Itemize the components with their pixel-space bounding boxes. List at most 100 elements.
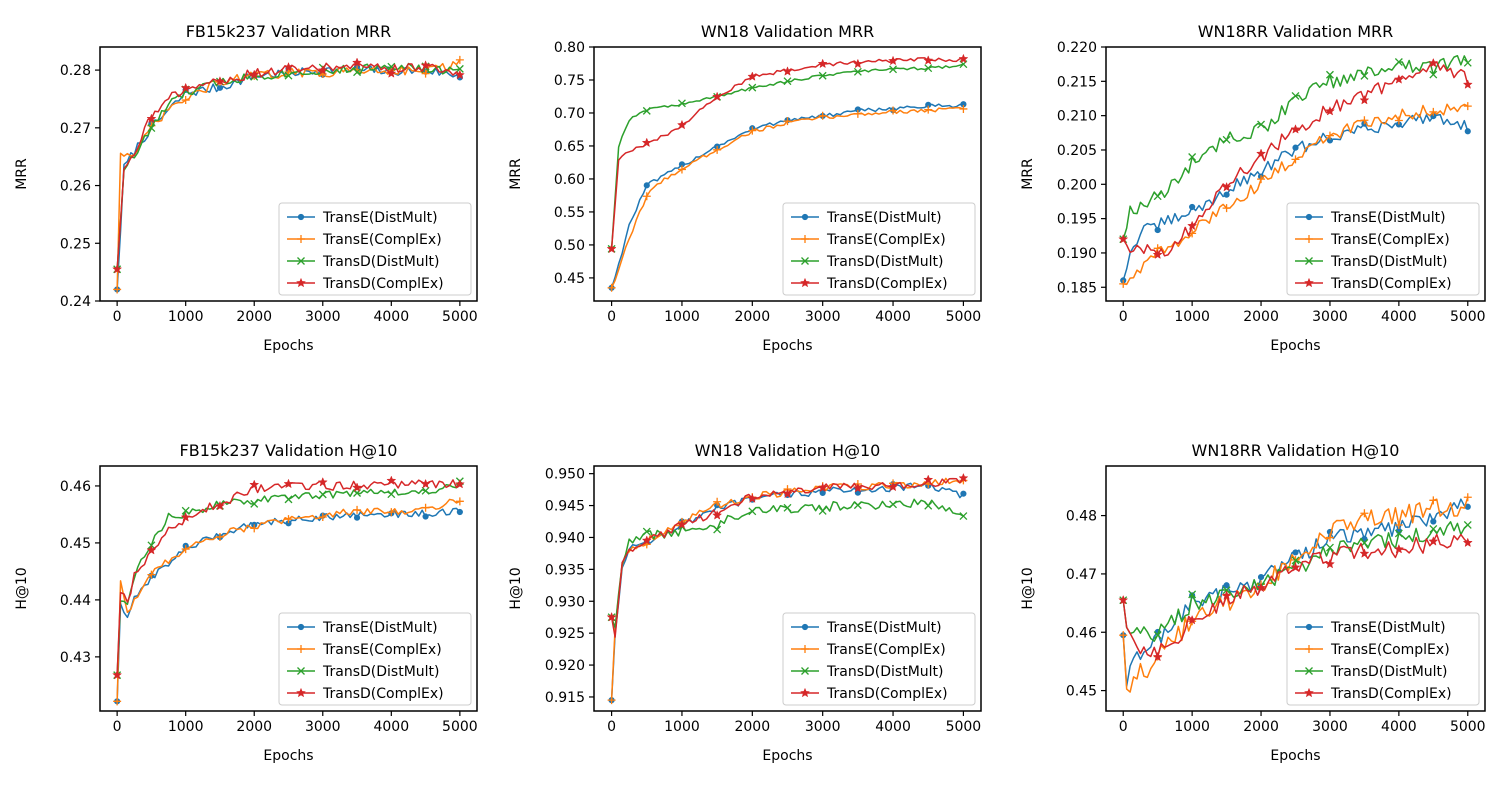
series-marker	[1430, 518, 1437, 525]
chart-panel-4: FB15k237 Validation H@10 0 1000 2000 3000 400…	[14, 441, 478, 764]
y-axis-label: H@10	[508, 567, 524, 609]
series-marker	[1393, 543, 1404, 554]
series-marker	[643, 182, 650, 189]
series-marker	[924, 64, 933, 73]
x-tick-label: 5000	[1450, 309, 1486, 325]
chart-title: WN18RR Validation H@10	[1192, 441, 1400, 460]
y-tick-label: 0.70	[554, 106, 585, 122]
y-tick-label: 0.28	[60, 63, 91, 79]
series-marker	[318, 512, 327, 521]
legend: TransE(DistMult) TransE(ComplEx) TransD(Di…	[782, 202, 976, 296]
series-marker	[888, 55, 899, 66]
legend-marker	[1305, 645, 1313, 653]
legend: TransE(DistMult) TransE(ComplEx) TransD(Di…	[782, 612, 976, 706]
series-marker	[677, 99, 686, 108]
y-tick-label: 0.195	[1057, 212, 1097, 228]
chart-panel-3: WN18RR Validation MRR 0 1000 2000 3000 4000 50…	[1020, 22, 1486, 354]
series-marker	[1359, 94, 1370, 105]
series-marker	[853, 67, 862, 76]
y-tick-label: 0.190	[1057, 246, 1097, 262]
legend-entry: TransD(ComplEx)	[826, 686, 948, 702]
y-tick-label: 0.205	[1057, 143, 1097, 159]
series-marker	[1464, 128, 1471, 135]
series-marker	[147, 570, 156, 579]
series-marker	[1188, 590, 1197, 599]
series-marker	[1153, 192, 1162, 201]
x-tick-label: 1000	[168, 719, 204, 735]
series-marker	[958, 53, 969, 64]
series-marker	[1324, 105, 1335, 116]
series-marker	[889, 106, 898, 115]
legend-entry: TransE(DistMult)	[826, 210, 942, 226]
series-marker	[1428, 536, 1439, 546]
series-marker	[454, 478, 465, 489]
series-marker	[214, 500, 225, 511]
legend-entry: TransE(ComplEx)	[322, 642, 442, 658]
series-marker	[817, 482, 828, 493]
y-axis-label: MRR	[508, 158, 524, 190]
y-tick-label: 0.940	[545, 530, 585, 546]
plot-area	[606, 53, 969, 292]
series-marker	[1154, 226, 1161, 234]
chart-panel-6: WN18RR Validation H@10 0 1000 2000 3000 4000 5…	[1020, 441, 1486, 764]
legend-entry: TransD(ComplEx)	[826, 276, 948, 292]
series-marker	[1187, 614, 1198, 625]
x-tick-label: 5000	[442, 719, 478, 735]
legend-marker	[801, 667, 809, 675]
series-marker	[642, 527, 651, 536]
x-axis-label: Epochs	[762, 338, 812, 354]
chart-title: WN18RR Validation MRR	[1198, 22, 1394, 41]
series-marker	[1463, 58, 1472, 67]
series-marker	[421, 69, 430, 78]
chart-title: WN18 Validation H@10	[695, 441, 881, 460]
y-tick-label: 0.43	[60, 650, 91, 666]
series-marker	[642, 106, 651, 115]
x-tick-label: 1000	[664, 309, 700, 325]
y-tick-label: 0.215	[1057, 74, 1097, 90]
legend-entry: TransE(DistMult)	[322, 620, 438, 636]
series-marker	[677, 165, 686, 174]
plot-frame	[1105, 46, 1486, 302]
series-marker	[819, 489, 826, 496]
legend-entry: TransD(ComplEx)	[1330, 686, 1452, 702]
legend-marker	[1305, 623, 1313, 631]
x-tick-label: 4000	[1381, 719, 1417, 735]
x-tick-label: 3000	[1312, 719, 1348, 735]
series-marker	[1292, 549, 1299, 556]
y-tick-label: 0.930	[545, 594, 585, 610]
series-marker	[113, 285, 122, 294]
series-marker	[284, 495, 293, 504]
series-marker	[641, 137, 652, 148]
series-marker	[1429, 524, 1438, 533]
legend-entry: TransD(ComplEx)	[322, 686, 444, 702]
series-marker	[283, 478, 294, 489]
legend-entry: TransE(DistMult)	[322, 210, 438, 226]
x-tick-label: 4000	[373, 719, 409, 735]
x-tick-label: 0	[113, 309, 122, 325]
legend-entry: TransD(DistMult)	[322, 664, 439, 680]
series-marker	[250, 499, 259, 508]
series-marker	[1325, 533, 1334, 542]
series-marker	[853, 501, 862, 510]
y-tick-label: 0.44	[60, 593, 91, 609]
legend: TransE(DistMult) TransE(ComplEx) TransD(Di…	[278, 202, 472, 296]
series-marker	[1463, 493, 1472, 502]
series-marker	[818, 507, 827, 515]
series-marker	[1152, 651, 1163, 662]
series-marker	[215, 532, 224, 541]
legend-marker	[1303, 687, 1315, 698]
y-tick-label: 0.935	[545, 562, 585, 578]
series-marker	[1118, 233, 1129, 244]
series-marker	[1325, 131, 1334, 140]
legend: TransE(DistMult) TransE(ComplEx) TransD(Di…	[1286, 612, 1480, 706]
series-marker	[712, 91, 723, 102]
series-marker	[181, 506, 190, 515]
series-marker	[353, 68, 362, 77]
legend-marker	[801, 235, 809, 243]
series-marker	[782, 488, 793, 499]
series-marker	[1290, 124, 1301, 134]
x-tick-label: 0	[113, 719, 122, 735]
series-marker	[1360, 71, 1369, 80]
series-marker	[713, 525, 722, 534]
legend-marker	[801, 213, 809, 221]
